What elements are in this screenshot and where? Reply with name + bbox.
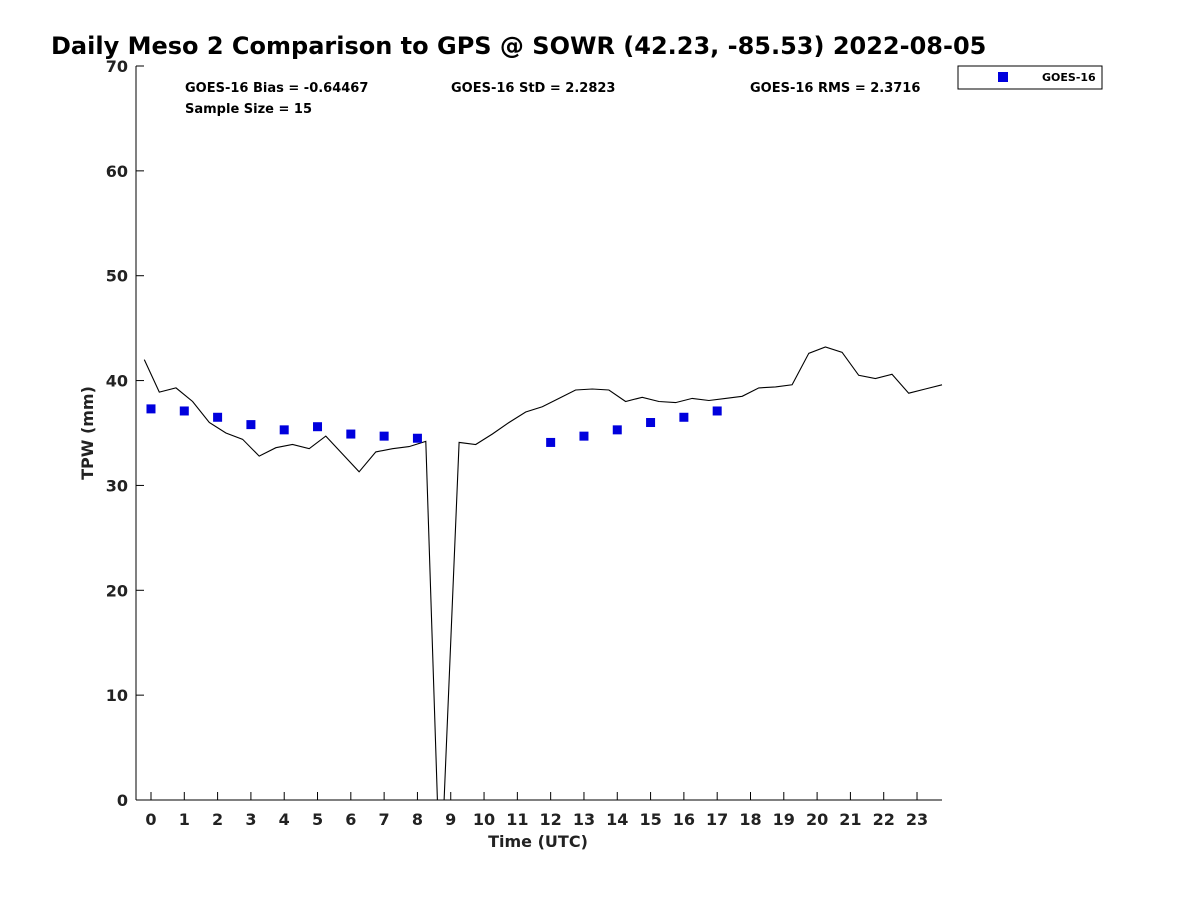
- x-tick-label: 3: [245, 810, 256, 829]
- x-tick-label: 2: [212, 810, 223, 829]
- x-tick-label: 5: [312, 810, 323, 829]
- plot-area: [143, 346, 943, 801]
- x-tick-label: 11: [506, 810, 528, 829]
- x-tick-label: 1: [179, 810, 190, 829]
- x-tick-label: 8: [412, 810, 423, 829]
- gps-line: [143, 346, 943, 801]
- x-tick-label: 13: [573, 810, 595, 829]
- chart-title: Daily Meso 2 Comparison to GPS @ SOWR (4…: [51, 32, 986, 60]
- y-tick-label: 20: [106, 581, 128, 600]
- goes16-point: [179, 406, 189, 416]
- x-tick-label: 12: [540, 810, 562, 829]
- y-tick-label: 50: [106, 267, 128, 286]
- rms-annotation: GOES-16 RMS = 2.3716: [750, 81, 920, 96]
- goes16-point: [679, 412, 689, 422]
- goes16-point: [246, 420, 256, 430]
- x-tick-label: 4: [279, 810, 290, 829]
- x-tick-label: 20: [806, 810, 828, 829]
- x-tick-label: 0: [145, 810, 156, 829]
- y-tick-label: 30: [106, 476, 128, 495]
- legend: GOES-16: [957, 65, 1103, 90]
- goes16-point: [712, 406, 722, 416]
- goes16-point: [146, 404, 156, 414]
- y-tick-label: 10: [106, 686, 128, 705]
- sample-size-annotation: Sample Size = 15: [185, 102, 312, 117]
- bias-annotation: GOES-16 Bias = -0.64467: [185, 81, 368, 96]
- x-tick-label: 23: [906, 810, 928, 829]
- x-tick-label: 21: [839, 810, 861, 829]
- y-tick-label: 70: [106, 57, 128, 76]
- x-tick-label: 19: [773, 810, 795, 829]
- x-tick-label: 7: [379, 810, 390, 829]
- goes16-point: [412, 433, 422, 443]
- goes16-point: [646, 418, 656, 428]
- x-tick-label: 18: [739, 810, 761, 829]
- x-axis-label: Time (UTC): [488, 832, 588, 851]
- x-tick-label: 15: [639, 810, 661, 829]
- legend-marker-goes16: [998, 72, 1008, 82]
- goes16-point: [346, 429, 356, 439]
- goes16-point: [379, 431, 389, 441]
- y-tick-label: 60: [106, 162, 128, 181]
- x-tick-label: 16: [673, 810, 695, 829]
- goes16-point: [612, 425, 622, 435]
- goes16-point: [279, 425, 289, 435]
- legend-label-goes16: GOES-16: [1042, 71, 1096, 84]
- legend-box: [957, 65, 1103, 90]
- std-annotation: GOES-16 StD = 2.2823: [451, 81, 615, 96]
- y-tick-label: 0: [117, 791, 128, 810]
- x-tick-label: 10: [473, 810, 495, 829]
- goes16-point: [213, 412, 223, 422]
- goes16-point: [313, 422, 323, 432]
- x-tick-label: 17: [706, 810, 728, 829]
- x-tick-label: 22: [873, 810, 895, 829]
- x-tick-label: 9: [445, 810, 456, 829]
- y-tick-label: 40: [106, 372, 128, 391]
- y-axis-label: TPW (mm): [78, 386, 97, 480]
- goes16-point: [579, 431, 589, 441]
- x-tick-label: 14: [606, 810, 628, 829]
- x-tick-label: 6: [345, 810, 356, 829]
- goes16-point: [546, 437, 556, 447]
